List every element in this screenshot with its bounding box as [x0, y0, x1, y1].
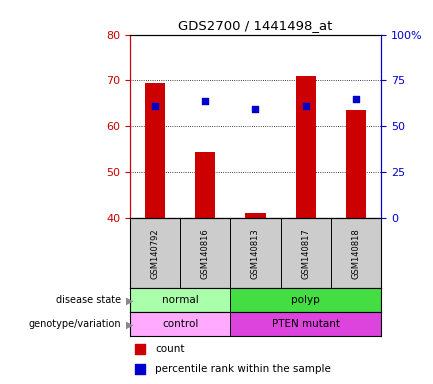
Text: count: count: [155, 344, 184, 354]
Text: PTEN mutant: PTEN mutant: [271, 319, 340, 329]
Point: [302, 103, 309, 109]
Point: [343, 256, 350, 262]
Text: GSM140813: GSM140813: [251, 228, 260, 279]
Point: [252, 106, 259, 112]
Text: ▶: ▶: [126, 319, 133, 329]
Bar: [346, 110, 366, 218]
Text: genotype/variation: genotype/variation: [29, 319, 121, 329]
Bar: [130, 312, 230, 336]
Bar: [296, 76, 316, 218]
Bar: [246, 213, 265, 218]
Point: [343, 69, 350, 75]
Title: GDS2700 / 1441498_at: GDS2700 / 1441498_at: [178, 19, 333, 32]
Text: ▶: ▶: [126, 295, 133, 305]
Bar: [130, 288, 230, 312]
Bar: [195, 152, 215, 218]
Text: GSM140817: GSM140817: [301, 228, 310, 279]
Text: normal: normal: [162, 295, 198, 305]
Text: GSM140818: GSM140818: [352, 228, 360, 279]
Bar: [230, 312, 381, 336]
Text: polyp: polyp: [291, 295, 320, 305]
Text: GSM140816: GSM140816: [201, 228, 210, 279]
Point: [352, 96, 359, 102]
Text: disease state: disease state: [56, 295, 121, 305]
Point: [152, 103, 158, 109]
Point: [202, 98, 209, 104]
Text: GSM140792: GSM140792: [151, 228, 159, 279]
Text: percentile rank within the sample: percentile rank within the sample: [155, 364, 331, 374]
Bar: [230, 288, 381, 312]
Text: control: control: [162, 319, 198, 329]
Bar: [145, 83, 165, 218]
